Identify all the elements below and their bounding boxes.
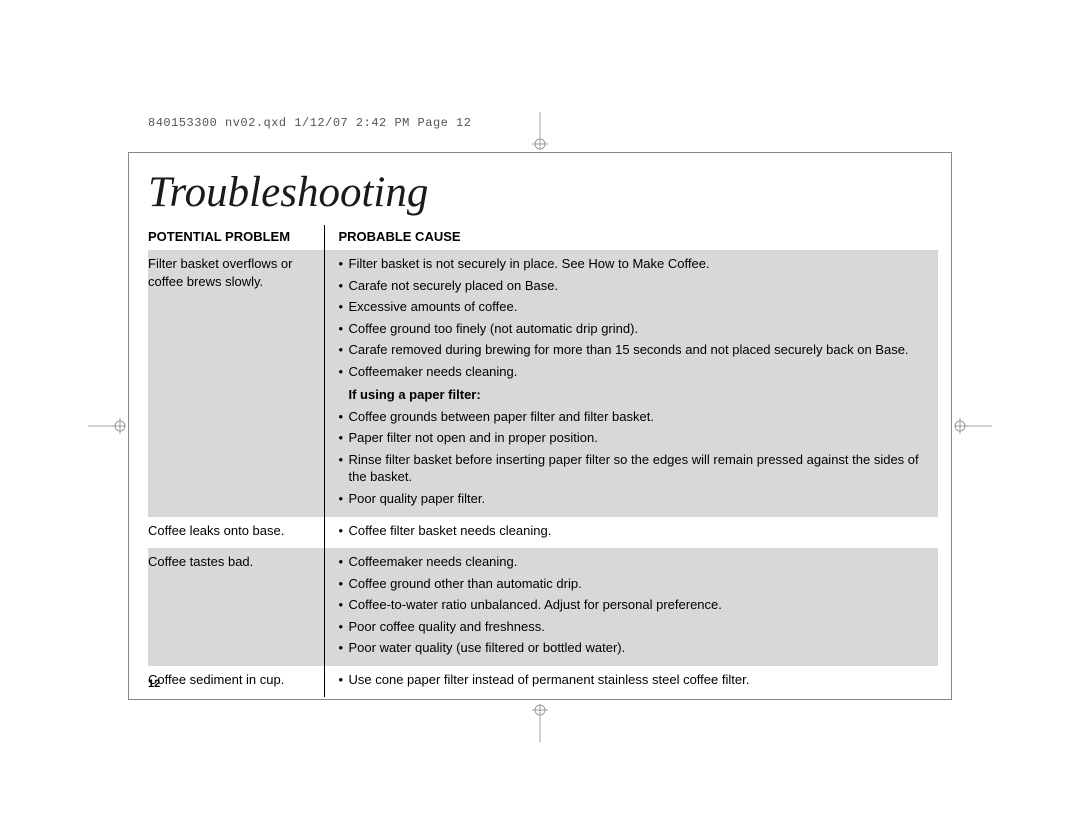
cause-cell: •Use cone paper filter instead of perman… (324, 666, 938, 698)
problem-cell: Coffee leaks onto base. (148, 517, 324, 549)
cause-item: Excessive amounts of coffee. (349, 298, 931, 316)
cause-item: Coffee filter basket needs cleaning. (349, 522, 931, 540)
crop-mark-right (952, 416, 992, 436)
cause-item: Coffee-to-water ratio unbalanced. Adjust… (349, 596, 931, 614)
cause-subhead: If using a paper filter: (349, 386, 931, 404)
cause-cell: •Coffee filter basket needs cleaning. (324, 517, 938, 549)
cause-item: Poor water quality (use filtered or bott… (349, 639, 931, 657)
cause-cell: •Coffeemaker needs cleaning. •Coffee gro… (324, 548, 938, 666)
cause-item: Coffee ground too finely (not automatic … (349, 320, 931, 338)
cause-item: Carafe not securely placed on Base. (349, 277, 931, 295)
cause-item: Coffee ground other than automatic drip. (349, 575, 931, 593)
cause-item: Carafe removed during brewing for more t… (349, 341, 931, 359)
cause-item: Poor quality paper filter. (349, 490, 931, 508)
column-header-cause: PROBABLE CAUSE (324, 225, 938, 250)
cause-item: Paper filter not open and in proper posi… (349, 429, 931, 447)
column-header-problem: POTENTIAL PROBLEM (148, 225, 324, 250)
cause-item: Coffee grounds between paper filter and … (349, 408, 931, 426)
table-row: Coffee leaks onto base. •Coffee filter b… (148, 517, 938, 549)
cause-item: Filter basket is not securely in place. … (349, 255, 931, 273)
print-header: 840153300 nv02.qxd 1/12/07 2:42 PM Page … (148, 116, 471, 130)
problem-cell: Filter basket overflows or coffee brews … (148, 250, 324, 517)
page-content: Troubleshooting POTENTIAL PROBLEM PROBAB… (148, 168, 938, 697)
cause-item: Coffeemaker needs cleaning. (349, 363, 931, 381)
cause-item: Poor coffee quality and freshness. (349, 618, 931, 636)
table-row: Filter basket overflows or coffee brews … (148, 250, 938, 517)
table-row: Coffee sediment in cup. •Use cone paper … (148, 666, 938, 698)
table-row: Coffee tastes bad. •Coffeemaker needs cl… (148, 548, 938, 666)
page-number: 12 (148, 678, 160, 690)
crop-mark-top (530, 112, 550, 152)
problem-cell: Coffee sediment in cup. (148, 666, 324, 698)
troubleshooting-table: POTENTIAL PROBLEM PROBABLE CAUSE Filter … (148, 225, 938, 697)
crop-mark-left (88, 416, 128, 436)
cause-cell: •Filter basket is not securely in place.… (324, 250, 938, 517)
crop-mark-bottom (530, 702, 550, 742)
problem-cell: Coffee tastes bad. (148, 548, 324, 666)
page-title: Troubleshooting (148, 168, 938, 217)
cause-item: Rinse filter basket before inserting pap… (349, 451, 931, 486)
cause-item: Coffeemaker needs cleaning. (349, 553, 931, 571)
cause-item: Use cone paper filter instead of permane… (349, 671, 931, 689)
